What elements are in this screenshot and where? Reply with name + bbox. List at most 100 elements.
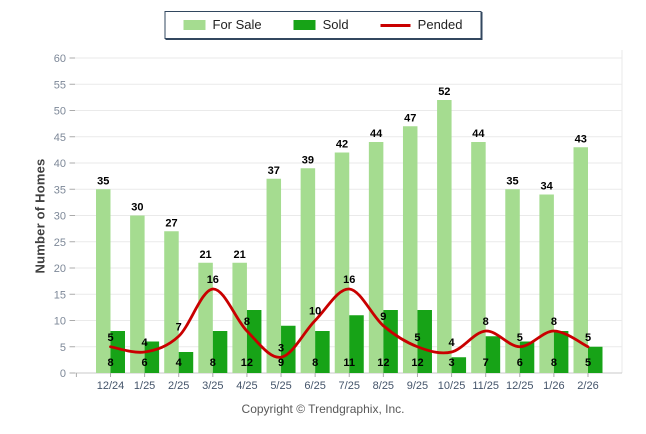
sold-bar — [212, 331, 228, 373]
for-sale-value-label: 39 — [302, 154, 314, 166]
sold-value-label: 11 — [343, 357, 355, 369]
for-sale-bar — [232, 262, 247, 373]
y-axis-label: 0 — [60, 368, 66, 380]
chart-legend: For Sale Sold Pended — [164, 11, 482, 39]
for-sale-value-label: 37 — [268, 165, 280, 177]
for-sale-bar — [96, 189, 111, 373]
pended-line — [109, 287, 590, 359]
for-sale-bar — [505, 189, 520, 373]
sold-value-label: 12 — [377, 357, 389, 369]
pended-value-label: 5 — [414, 332, 420, 344]
pended-value-label: 8 — [244, 316, 250, 328]
legend-label: Sold — [322, 17, 349, 32]
sold-bar — [451, 357, 467, 373]
legend-swatch-1 — [293, 20, 316, 30]
y-axis-label: 35 — [54, 184, 66, 196]
pended-value-label: 16 — [343, 274, 355, 286]
x-axis-label: 10/25 — [438, 380, 466, 392]
sold-value-label: 8 — [551, 357, 557, 369]
for-sale-value-label: 43 — [575, 133, 587, 145]
y-axis-label: 55 — [54, 79, 66, 91]
pended-value-label: 5 — [107, 332, 113, 344]
legend-item-pended: Pended — [380, 17, 463, 32]
for-sale-value-label: 21 — [234, 249, 246, 261]
for-sale-value-label: 47 — [404, 112, 416, 124]
legend-line-swatch-2 — [380, 23, 411, 27]
sold-value-label: 7 — [483, 357, 489, 369]
sold-bar — [110, 331, 125, 373]
copyright-text: Copyright © Trendgraphix, Inc. — [241, 402, 405, 416]
y-axis-label: 50 — [54, 106, 66, 118]
y-axis-title: Number of Homes — [32, 158, 48, 274]
legend-label: For Sale — [212, 17, 262, 32]
sold-value-label: 4 — [176, 357, 183, 369]
y-axis-label: 45 — [54, 132, 66, 144]
sold-value-label: 9 — [278, 357, 284, 369]
for-sale-bar — [368, 142, 384, 373]
for-sale-value-label: 44 — [370, 128, 383, 140]
for-sale-value-label: 35 — [97, 175, 109, 187]
sold-value-label: 5 — [585, 357, 591, 369]
legend-item-sold: Sold — [293, 17, 349, 32]
y-axis-label: 40 — [54, 158, 66, 170]
for-sale-value-label: 30 — [131, 202, 143, 214]
y-axis-label: 30 — [54, 211, 66, 223]
for-sale-value-label: 34 — [541, 181, 554, 193]
sold-bar — [315, 331, 330, 373]
x-axis-label: 12/25 — [506, 380, 534, 392]
pended-value-label: 7 — [176, 321, 182, 333]
x-axis-label: 2/26 — [577, 380, 598, 392]
for-sale-bar — [402, 126, 418, 373]
sold-value-label: 8 — [312, 357, 318, 369]
sold-bar — [417, 310, 432, 373]
sold-value-label: 8 — [107, 357, 113, 369]
for-sale-bar — [437, 100, 452, 373]
pended-value-label: 10 — [309, 306, 321, 318]
x-axis-label: 8/25 — [373, 380, 394, 392]
pended-value-label: 16 — [207, 274, 219, 286]
y-axis-label: 5 — [60, 342, 66, 354]
for-sale-value-label: 21 — [199, 249, 211, 261]
x-axis-label: 4/25 — [236, 380, 257, 392]
sold-value-label: 12 — [241, 357, 253, 369]
legend-label: Pended — [417, 17, 463, 32]
x-axis-label: 11/25 — [472, 380, 499, 392]
for-sale-value-label: 27 — [165, 217, 177, 229]
pended-value-label: 5 — [585, 332, 591, 344]
for-sale-value-label: 44 — [472, 128, 485, 140]
for-sale-bar — [300, 168, 316, 373]
sold-bar — [349, 315, 364, 373]
for-sale-bar — [471, 142, 486, 373]
sold-bar — [178, 352, 194, 373]
pended-value-label: 4 — [142, 337, 149, 349]
y-axis-label: 60 — [54, 53, 66, 65]
x-axis-label: 3/25 — [202, 380, 223, 392]
pended-value-label: 8 — [551, 316, 557, 328]
pended-value-label: 9 — [380, 311, 386, 323]
x-axis-label: 1/26 — [543, 380, 564, 392]
pended-value-label: 5 — [517, 332, 523, 344]
sold-value-label: 8 — [210, 357, 216, 369]
for-sale-value-label: 42 — [336, 139, 348, 151]
sold-bar — [519, 341, 535, 373]
x-axis-label: 9/25 — [407, 380, 428, 392]
for-sale-bar — [164, 231, 179, 373]
x-axis-label: 2/25 — [168, 380, 189, 392]
sold-value-label: 6 — [517, 357, 523, 369]
for-sale-bar — [539, 194, 554, 373]
pended-value-label: 8 — [483, 316, 489, 328]
x-axis-label: 6/25 — [304, 380, 325, 392]
y-axis-label: 20 — [54, 263, 66, 275]
sold-bar — [246, 310, 262, 373]
x-axis-label: 5/25 — [270, 380, 291, 392]
sold-value-label: 6 — [142, 357, 148, 369]
x-axis-label: 1/25 — [134, 380, 155, 392]
for-sale-bar — [130, 215, 145, 373]
sold-value-label: 12 — [411, 357, 423, 369]
for-sale-bar — [334, 152, 350, 373]
y-axis-label: 15 — [54, 289, 66, 301]
pended-value-label: 3 — [278, 342, 284, 354]
for-sale-value-label: 52 — [438, 86, 450, 98]
